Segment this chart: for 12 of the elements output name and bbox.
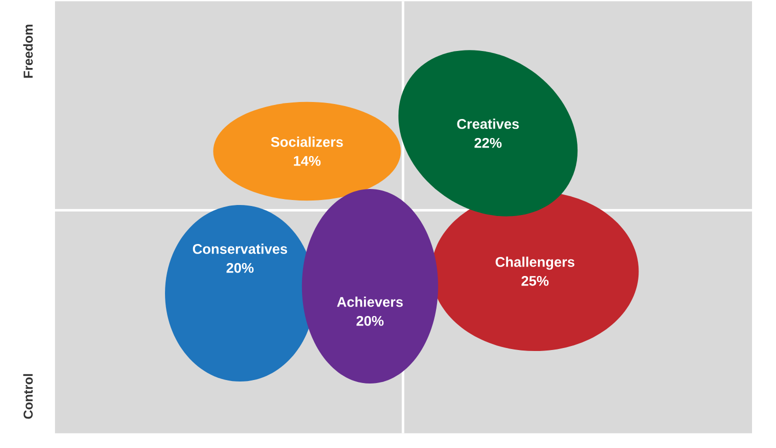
- category-label: Conservatives: [192, 244, 288, 254]
- category-label: Achievers: [337, 296, 403, 307]
- data-label: 22%: [474, 138, 502, 148]
- text: Control: [23, 374, 33, 419]
- data-label: 25%: [522, 276, 549, 286]
- category-label: Socializers: [270, 136, 343, 147]
- text: Freedom: [23, 24, 33, 78]
- data-label: 14%: [294, 156, 321, 166]
- category-label: Creatives: [457, 118, 519, 129]
- category-label: Challengers: [496, 256, 574, 270]
- data-label: 20%: [356, 316, 384, 326]
- data-label: 20%: [226, 262, 254, 273]
